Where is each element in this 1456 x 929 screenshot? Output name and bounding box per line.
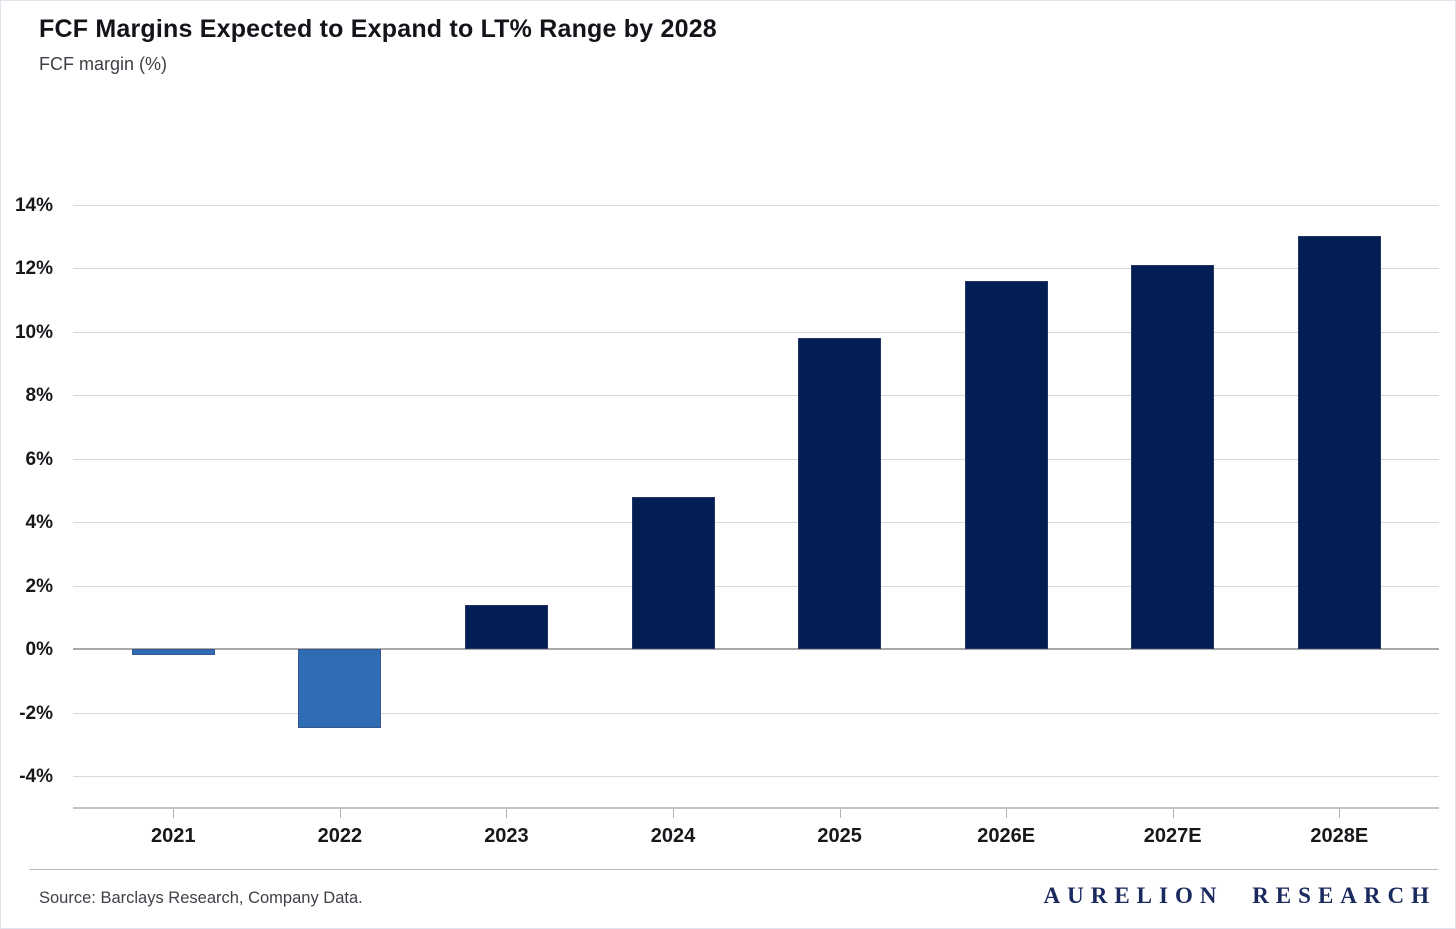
bar-2022: [298, 649, 382, 729]
x-axis-line: [73, 807, 1439, 809]
y-tick-label: 6%: [25, 448, 53, 470]
y-tick-label: -4%: [19, 766, 53, 787]
y-axis-labels: 14% 12% 10% 8% 6% 4% 2% 0% -2% -4%: [1, 191, 63, 809]
gridline: [73, 204, 1439, 206]
plot-area: 2021 2022 2023 2024 2025 2026E 2027E 2028E: [73, 191, 1439, 847]
brand-wordmark: AURELION RESEARCH: [1043, 883, 1436, 908]
x-axis-tick: [673, 809, 674, 818]
x-tick-label: 2027E: [1143, 825, 1202, 847]
bar-2026E: [964, 280, 1048, 649]
chart-subtitle: FCF margin (%): [39, 54, 168, 74]
y-tick-label: 8%: [25, 385, 53, 406]
x-tick-label: 2021: [151, 825, 196, 847]
x-axis-tick: [339, 809, 341, 818]
x-axis-tick: [1339, 809, 1341, 818]
bar-2024: [631, 496, 715, 649]
x-axis-tick: [506, 809, 508, 818]
y-tick-label: 10%: [14, 321, 53, 343]
x-tick-label: 2024: [650, 825, 696, 847]
x-axis-tick: [173, 809, 175, 818]
source-note: Source: Barclays Research, Company Data.: [39, 889, 363, 907]
gridline: [73, 458, 1439, 460]
y-tick-label: 4%: [25, 512, 53, 533]
chart-title: FCF Margins Expected to Expand to LT% Ra…: [39, 15, 717, 43]
bar-2025: [798, 337, 882, 649]
gridline: [73, 585, 1439, 587]
x-axis-tick: [1006, 809, 1008, 818]
x-tick-label: 2025: [817, 825, 862, 847]
x-tick-label: 2022: [317, 825, 363, 847]
gridline: [73, 776, 1439, 777]
bar-2021: [131, 649, 215, 656]
gridline: [73, 395, 1439, 396]
bar-2027E: [1131, 264, 1215, 649]
x-axis-tick: [1172, 809, 1174, 818]
x-tick-label: 2026E: [977, 825, 1036, 847]
gridline: [73, 331, 1439, 333]
footer-divider: [29, 869, 1438, 870]
y-tick-label: 12%: [14, 258, 53, 279]
gridline: [73, 712, 1439, 714]
gridline: [73, 522, 1439, 523]
y-tick-label: 14%: [14, 194, 53, 216]
y-tick-label: -2%: [19, 702, 53, 724]
zero-gridline: [73, 648, 1439, 650]
y-tick-label: 2%: [25, 575, 53, 597]
x-tick-label: 2028E: [1310, 825, 1369, 847]
bar-2028E: [1297, 236, 1381, 649]
bar-2023: [464, 604, 548, 649]
y-tick-label: 0%: [25, 639, 53, 660]
gridline: [73, 268, 1439, 269]
x-axis-tick: [839, 809, 841, 818]
x-tick-label: 2023: [484, 825, 529, 847]
